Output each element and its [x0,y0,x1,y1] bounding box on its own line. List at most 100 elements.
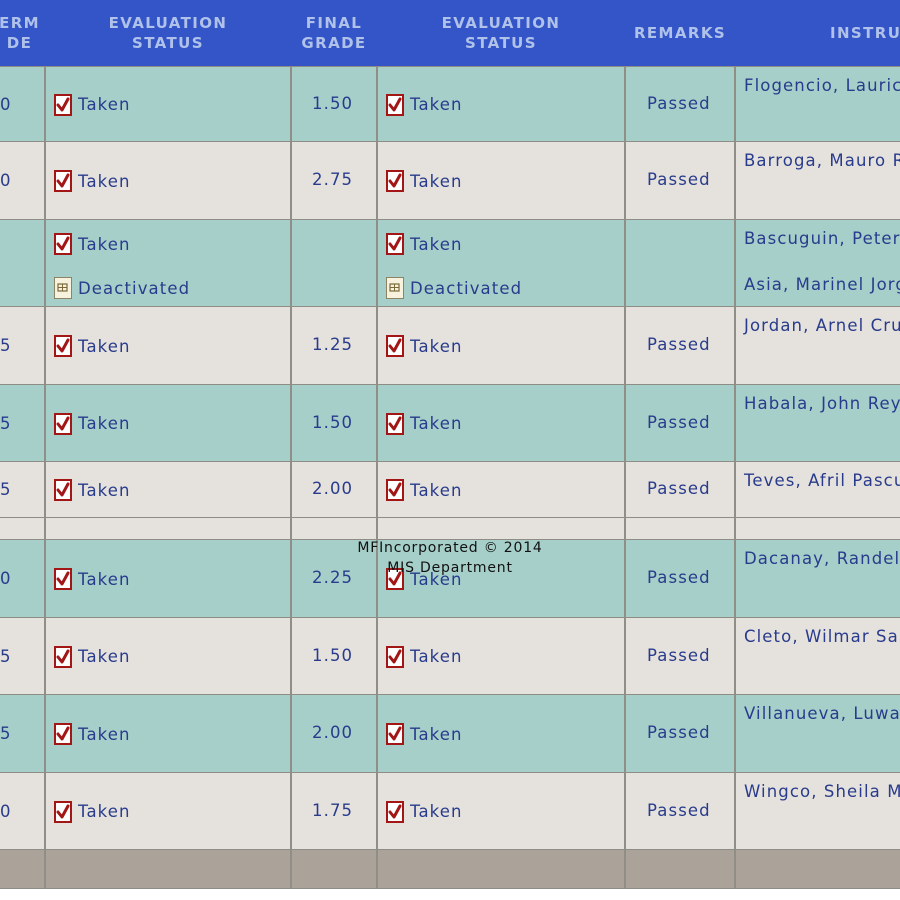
header-evaluation-status-2: EVALUATION STATUS [441,14,561,52]
remarks-cell: Passed [647,479,711,498]
evaluation-status-cell[interactable]: Taken [386,334,463,358]
table-row: 5 Taken 2.00 Taken Passed Villanueva, Luwal [0,694,900,772]
check-document-icon [54,723,72,745]
header-remarks: REMARKS [633,24,727,42]
evaluation-status-cell[interactable]: Taken [54,567,131,591]
instructor-cell: Villanueva, Luwal [744,704,900,723]
evaluation-status-label: Taken [410,480,463,500]
instructor-cell: Dacanay, Randel [744,549,900,568]
evaluation-status-cell[interactable]: Taken [54,93,131,117]
remarks-cell: Passed [647,645,711,665]
evaluation-status-cell[interactable]: Taken [386,722,463,746]
final-grade-cell: 1.25 [312,335,354,354]
evaluation-status-cell[interactable]: Taken [386,800,463,824]
evaluation-status-cell[interactable]: Taken [54,334,131,358]
header-final-grade: FINAL GRADE [301,14,367,52]
remarks-cell: Passed [647,412,711,432]
midterm-grade-cell: 5 [0,646,12,666]
instructor-cell: Barroga, Mauro R [744,151,900,170]
table-row: 5 Taken 1.50 Taken Passed Habala, John Rey [0,384,900,461]
column-divider [734,66,736,888]
instructor-cell: Wingco, Sheila M [744,782,900,801]
evaluation-status-cell[interactable]: Taken [386,567,463,591]
column-divider [290,66,292,888]
check-document-icon [54,800,72,823]
check-document-icon [386,800,404,823]
table-row: 0 Taken 2.25 Taken Passed Dacanay, Randel [0,539,900,617]
evaluation-status-cell[interactable]: Deactivated [386,276,522,300]
column-divider [624,66,626,888]
check-document-icon [54,412,72,435]
check-document-icon [386,568,404,590]
evaluation-status-label: Taken [78,724,131,744]
evaluation-status-label: Taken [410,414,463,433]
instructor-cell: Jordan, Arnel Cru [744,316,900,335]
instructor-cell: Teves, Afril Pascu [744,471,900,490]
evaluation-status-cell[interactable]: Taken [386,232,463,256]
check-document-icon [386,93,404,116]
check-document-icon [54,479,72,501]
evaluation-status-cell[interactable]: Taken [386,169,463,193]
check-document-icon [54,93,72,116]
remarks-cell: Passed [647,800,711,820]
evaluation-status-label: Taken [410,171,463,191]
table-row: Taken Deactivated Taken Deactivated Bascugui… [0,219,900,306]
evaluation-status-cell[interactable]: Taken [54,169,131,193]
evaluation-status-label: Taken [410,336,463,356]
final-grade-cell: 2.00 [312,479,354,498]
midterm-grade-cell: 5 [0,413,12,433]
final-grade-cell: 1.75 [312,800,354,820]
instructor-cell: Habala, John Rey [744,394,900,413]
evaluation-status-cell[interactable]: Taken [386,478,463,502]
evaluation-status-cell[interactable]: Taken [54,645,131,669]
evaluation-status-cell[interactable]: Taken [54,722,131,746]
instructor-cell: Flogencio, Lauric [744,76,900,95]
evaluation-status-cell[interactable]: Taken [54,478,131,502]
evaluation-status-label: Taken [78,414,131,433]
table-footer-row [0,849,900,889]
table-row: 5 Taken 1.50 Taken Passed Cleto, Wilmar Sa [0,617,900,694]
evaluation-status-cell[interactable]: Taken [54,800,131,824]
table-row: 0 Taken 1.50 Taken Passed Flogencio, Lauric [0,66,900,141]
evaluation-status-cell[interactable]: Taken [54,412,131,436]
column-divider [44,66,46,888]
midterm-grade-cell: 0 [0,569,12,588]
table-row: 0 Taken 2.75 Taken Passed Barroga, Mauro R [0,141,900,219]
evaluation-status-label: Taken [78,802,131,821]
remarks-cell: Passed [647,335,711,354]
evaluation-status-cell[interactable]: Deactivated [54,276,190,300]
final-grade-cell: 2.00 [312,723,354,742]
evaluation-status-label: Taken [78,234,131,254]
evaluation-status-label: Taken [78,569,131,589]
evaluation-status-label: Taken [410,802,463,821]
instructor-cell: Cleto, Wilmar Sa [744,627,899,646]
check-document-icon [386,233,404,255]
evaluation-status-cell[interactable]: Taken [386,93,463,117]
evaluation-status-label: Deactivated [410,278,523,298]
midterm-grade-cell: 5 [0,724,12,743]
midterm-grade-cell: 0 [0,94,12,114]
evaluation-status-label: Taken [78,95,131,114]
evaluation-status-label: Taken [78,647,131,666]
check-document-icon [54,645,72,668]
evaluation-status-label: Taken [410,647,463,666]
evaluation-status-cell[interactable]: Taken [386,412,463,436]
final-grade-cell: 1.50 [312,93,354,113]
midterm-grade-cell: 0 [0,171,12,190]
credit-line-company: MFIncorporated © 2014 [357,540,543,556]
midterm-grade-cell: 5 [0,336,12,355]
credit-line-department: MIS Department [387,560,513,576]
instructor-cell: Asia, Marinel Jorg [744,275,900,294]
evaluation-status-label: Taken [410,95,463,114]
instructor-cell: Bascuguin, Peter [744,229,900,248]
evaluation-status-cell[interactable]: Taken [54,232,131,256]
check-document-icon [386,479,404,501]
check-document-icon [386,723,404,745]
remarks-cell: Passed [647,723,711,742]
evaluation-status-cell[interactable]: Taken [386,645,463,669]
check-document-icon [386,645,404,668]
table-row: 5 Taken 1.25 Taken Passed Jordan, Arnel Cru [0,306,900,384]
table-row: 0 Taken 1.75 Taken Passed Wingco, Sheila M [0,772,900,849]
column-divider [376,66,378,888]
midterm-grade-cell: 5 [0,480,12,499]
